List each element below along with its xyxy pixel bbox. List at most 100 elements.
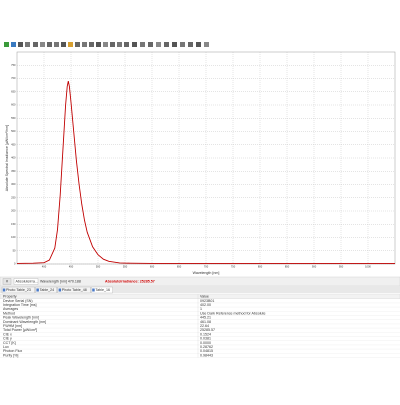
tool-icon[interactable] bbox=[33, 42, 38, 47]
toolbar bbox=[4, 42, 209, 47]
tool-icon[interactable] bbox=[40, 42, 45, 47]
y-tick-label: 550 bbox=[11, 116, 16, 120]
tool-icon[interactable] bbox=[156, 42, 161, 47]
table-cell: Total Power [µW/cm²] bbox=[3, 328, 37, 332]
tool-icon[interactable] bbox=[89, 42, 94, 47]
tool-icon[interactable] bbox=[61, 42, 66, 47]
y-tick-label: 750 bbox=[11, 63, 16, 67]
table-cell: CIE x bbox=[3, 332, 12, 336]
table-cell: 445.21 bbox=[200, 316, 211, 320]
y-tick-label: 100 bbox=[11, 235, 16, 239]
tool-icon[interactable] bbox=[196, 42, 201, 47]
tab-icon bbox=[36, 288, 39, 292]
tab[interactable] bbox=[1, 286, 35, 294]
table-cell: Integration Time [ms] bbox=[3, 303, 37, 307]
x-tick-label: 850 bbox=[285, 265, 290, 269]
tool-icon[interactable] bbox=[47, 42, 52, 47]
table-cell: Purity [%] bbox=[3, 353, 18, 357]
table-cell: Use Dark Reference method for Absolute bbox=[200, 311, 266, 315]
tab-label[interactable]: Photo Table_23 bbox=[6, 288, 31, 292]
tool-icon[interactable] bbox=[204, 42, 209, 47]
tab[interactable] bbox=[91, 286, 113, 294]
tool-icon[interactable] bbox=[18, 42, 23, 47]
table-cell: 0923B01 bbox=[200, 299, 214, 303]
y-tick-label: 650 bbox=[11, 89, 16, 93]
tab[interactable] bbox=[35, 286, 57, 294]
table-cell: Dominant Wavelength [nm] bbox=[3, 320, 46, 324]
tool-icon[interactable] bbox=[11, 42, 16, 47]
tool-icon[interactable] bbox=[180, 42, 185, 47]
y-tick-label: 200 bbox=[11, 209, 16, 213]
x-tick-label: 800 bbox=[258, 265, 263, 269]
tab[interactable] bbox=[57, 286, 91, 294]
table-cell: 22.64 bbox=[200, 324, 209, 328]
tab-label[interactable]: Photo Table_48 bbox=[62, 288, 87, 292]
y-tick-label: 0 bbox=[14, 262, 16, 266]
table-cell: 0.28762 bbox=[200, 345, 213, 349]
column-header: Value bbox=[200, 294, 209, 298]
tool-icon[interactable] bbox=[117, 42, 122, 47]
table-cell: 0.0000 bbox=[200, 341, 211, 345]
table-cell: 402.00 bbox=[200, 303, 211, 307]
tool-icon[interactable] bbox=[68, 42, 73, 47]
x-tick-label: 750 bbox=[231, 265, 236, 269]
tabs: Photo Table_23 Table_24 Photo Table_48 Tabl… bbox=[1, 286, 113, 294]
tool-icon[interactable] bbox=[140, 42, 145, 47]
cursor-readout: Wavelength [nm] 470.188 bbox=[40, 279, 81, 283]
y-tick-label: 700 bbox=[11, 76, 16, 80]
tool-icon[interactable] bbox=[110, 42, 115, 47]
status-button[interactable] bbox=[2, 278, 12, 285]
tool-icon[interactable] bbox=[75, 42, 80, 47]
tab-label[interactable]: Table_16 bbox=[95, 288, 110, 292]
tab-label[interactable]: Table_24 bbox=[40, 288, 55, 292]
status-button-label[interactable]: # bbox=[6, 279, 8, 283]
tool-icon[interactable] bbox=[172, 42, 177, 47]
property-table: Property Value Device Serial (SN) 0923B01 In… bbox=[0, 293, 400, 358]
tool-icon[interactable] bbox=[124, 42, 129, 47]
table-cell: 0.04815 bbox=[200, 349, 213, 353]
column-header: Property bbox=[3, 294, 17, 298]
tool-icon[interactable] bbox=[103, 42, 108, 47]
table-cell: CIE y bbox=[3, 337, 12, 341]
irradiance-readout: AbsoluteIrradiance: 25285.57 bbox=[105, 279, 155, 283]
y-tick-label: 250 bbox=[11, 195, 16, 199]
spectrum-line bbox=[16, 81, 395, 264]
table-cell: 25285.57 bbox=[200, 328, 215, 332]
tool-icon[interactable] bbox=[82, 42, 87, 47]
x-tick-label: 650 bbox=[177, 265, 182, 269]
y-tick-label: 350 bbox=[11, 169, 16, 173]
tool-icon[interactable] bbox=[96, 42, 101, 47]
table-cell: 1 bbox=[200, 307, 202, 311]
y-tick-label: 300 bbox=[11, 182, 16, 186]
table-cell: 461.08 bbox=[200, 320, 211, 324]
x-tick-label: 550 bbox=[123, 265, 128, 269]
table-cell: Lux bbox=[3, 345, 9, 349]
x-axis-label: Wavelength [nm] bbox=[193, 271, 220, 275]
table-cell: Averages bbox=[3, 307, 18, 311]
table-cell: 0.1524 bbox=[200, 332, 211, 336]
tool-icon[interactable] bbox=[4, 42, 9, 47]
mode-dropdown-label[interactable]: AbsoluteIrra... bbox=[16, 279, 38, 283]
tool-icon[interactable] bbox=[188, 42, 193, 47]
tool-icon[interactable] bbox=[54, 42, 59, 47]
y-tick-label: 400 bbox=[11, 156, 16, 160]
x-tick-label: 1000 bbox=[365, 265, 371, 269]
table-cell: 0.0381 bbox=[200, 337, 211, 341]
tab-icon bbox=[92, 288, 95, 292]
tool-icon[interactable] bbox=[148, 42, 153, 47]
tool-icon[interactable] bbox=[25, 42, 30, 47]
y-tick-label: 450 bbox=[11, 142, 16, 146]
y-axis-label: Absolute Spectral Irradiance [µW/cm²/nm] bbox=[5, 125, 9, 192]
x-tick-label: 700 bbox=[204, 265, 209, 269]
table-cell: Device Serial (SN) bbox=[3, 299, 33, 303]
tool-icon[interactable] bbox=[164, 42, 169, 47]
tool-icon[interactable] bbox=[132, 42, 137, 47]
x-tick-label: 950 bbox=[339, 265, 344, 269]
y-tick-label: 150 bbox=[11, 222, 16, 226]
mode-dropdown[interactable] bbox=[13, 278, 39, 285]
y-tick-label: 600 bbox=[11, 103, 16, 107]
tab-icon bbox=[58, 288, 62, 292]
tab-icon bbox=[2, 288, 6, 292]
y-tick-label: 50 bbox=[13, 248, 16, 252]
